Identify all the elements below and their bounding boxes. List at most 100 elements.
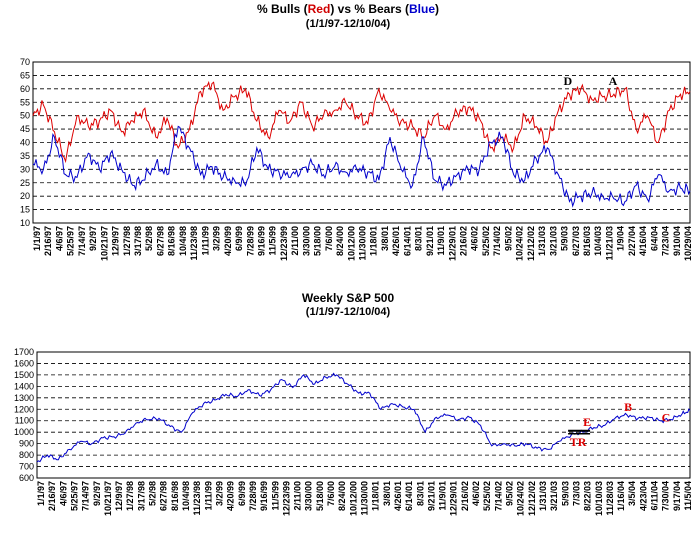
x-tick-label: 5/18/00	[315, 481, 325, 511]
x-tick-label: 4/6/97	[54, 226, 64, 251]
x-tick-label: 4/6/97	[58, 481, 68, 506]
y-tick-label: 1500	[14, 370, 34, 380]
x-tick-label: 9/2/97	[88, 226, 98, 251]
x-tick-label: 1/31/03	[538, 481, 548, 511]
x-tick-label: 5/9/03	[560, 481, 570, 506]
x-tick-label: 3/2/99	[212, 226, 222, 251]
x-tick-label: 1/16/04	[616, 481, 626, 511]
x-tick-label: 3/8/01	[380, 226, 390, 251]
x-tick-label: 8/24/00	[337, 481, 347, 511]
x-tick-label: 11/5/04	[683, 481, 693, 511]
x-tick-label: 7/23/04	[661, 226, 671, 256]
x-tick-label: 6/9/99	[234, 226, 244, 251]
x-tick-label: 2/16/02	[460, 481, 470, 511]
x-tick-label: 8/22/03	[583, 481, 593, 511]
x-tick-label: 4/26/01	[393, 481, 403, 511]
x-tick-label: 9/5/02	[505, 481, 515, 506]
x-tick-label: 2/16/02	[459, 226, 469, 256]
x-tick-label: 11/5/99	[268, 226, 278, 256]
x-tick-label: 8/16/03	[582, 226, 592, 256]
x-tick-label: 1/31/03	[537, 226, 547, 256]
x-tick-label: 1/9/04	[616, 226, 626, 251]
x-tick-label: 3/2/99	[214, 481, 224, 506]
x-tick-label: 10/21/97	[99, 226, 109, 261]
chart2-subtitle: (1/1/97-12/10/04)	[305, 306, 391, 318]
x-tick-label: 5/2/98	[148, 481, 158, 506]
y-tick-label: 800	[19, 450, 34, 460]
x-tick-label: 11/21/03	[604, 226, 614, 261]
chart1-subtitle: (1/1/97-12/10/04)	[305, 18, 391, 30]
x-tick-label: 4/20/99	[223, 226, 233, 256]
x-tick-label: 7/28/99	[248, 481, 258, 511]
x-tick-label: 10/12/00	[346, 226, 356, 261]
x-tick-label: 9/10/04	[672, 226, 682, 256]
x-tick-label: 1/27/98	[125, 481, 135, 511]
x-tick-label: 6/11/04	[650, 481, 660, 511]
y-tick-label: 700	[19, 462, 34, 472]
y-tick-label: 15	[20, 205, 30, 215]
x-tick-label: 1/1/97	[32, 226, 42, 251]
x-tick-label: 3/30/00	[301, 226, 311, 256]
y-tick-label: 1600	[14, 358, 34, 368]
chart1-title: % Bulls (Red) vs % Bears (Blue)	[256, 2, 440, 16]
y-tick-label: 60	[20, 84, 30, 94]
x-tick-label: 10/4/98	[178, 226, 188, 256]
series-line-bulls	[32, 80, 691, 164]
x-tick-label: 4/16/04	[638, 226, 648, 256]
x-tick-label: 9/21/01	[425, 226, 435, 256]
y-tick-label: 70	[20, 57, 30, 67]
x-tick-label: 1/18/01	[371, 481, 381, 511]
x-tick-label: 1/11/99	[203, 481, 213, 511]
plot-frame	[36, 351, 691, 479]
x-tick-label: 11/28/03	[605, 481, 615, 516]
x-tick-label: 9/17/04	[672, 481, 682, 511]
x-tick-label: 4/6/02	[470, 226, 480, 251]
y-tick-label: 65	[20, 70, 30, 80]
x-tick-label: 10/10/03	[594, 481, 604, 516]
x-tick-label: 12/9/97	[111, 226, 121, 256]
series-line-bears	[32, 125, 691, 208]
x-tick-label: 11/23/98	[189, 226, 199, 261]
y-tick-label: 1200	[14, 404, 34, 414]
x-tick-label: 1/1/97	[36, 481, 46, 506]
annotation-label: TR	[570, 435, 587, 449]
x-tick-label: 2/11/00	[290, 226, 300, 256]
x-tick-label: 6/27/03	[571, 226, 581, 256]
x-tick-label: 7/30/04	[661, 481, 671, 511]
y-tick-label: 1400	[14, 381, 34, 391]
x-tick-label: 7/14/97	[77, 226, 87, 256]
x-tick-label: 10/24/02	[515, 226, 525, 261]
x-tick-label: 9/21/01	[426, 481, 436, 511]
x-tick-label: 11/5/99	[270, 481, 280, 511]
y-tick-label: 35	[20, 151, 30, 161]
x-tick-label: 12/23/99	[281, 481, 291, 516]
x-tick-label: 1/27/98	[122, 226, 132, 256]
x-tick-label: 5/25/97	[66, 226, 76, 256]
x-tick-label: 3/17/98	[136, 481, 146, 511]
x-tick-label: 5/25/02	[482, 481, 492, 511]
x-tick-label: 2/27/04	[627, 226, 637, 256]
x-tick-label: 7/6/00	[324, 226, 334, 251]
x-tick-label: 6/14/01	[404, 481, 414, 511]
y-tick-label: 1100	[15, 416, 34, 426]
x-tick-label: 5/18/00	[313, 226, 323, 256]
x-tick-label: 4/26/01	[391, 226, 401, 256]
x-tick-label: 8/16/98	[167, 226, 177, 256]
y-tick-label: 600	[19, 473, 34, 483]
annotation-label: E	[583, 415, 591, 429]
x-tick-label: 10/24/02	[516, 481, 526, 516]
x-tick-label: 3/5/04	[627, 481, 637, 506]
x-tick-label: 6/9/99	[237, 481, 247, 506]
y-tick-label: 55	[20, 97, 30, 107]
x-tick-label: 5/9/03	[560, 226, 570, 251]
x-tick-label: 12/29/01	[447, 226, 457, 261]
x-tick-label: 3/21/03	[548, 226, 558, 256]
y-tick-label: 30	[20, 164, 30, 174]
x-tick-label: 6/14/01	[402, 226, 412, 256]
y-tick-label: 1000	[14, 427, 34, 437]
x-tick-label: 12/9/97	[114, 481, 124, 511]
x-tick-label: 10/4/98	[181, 481, 191, 511]
x-tick-label: 10/4/03	[593, 226, 603, 256]
